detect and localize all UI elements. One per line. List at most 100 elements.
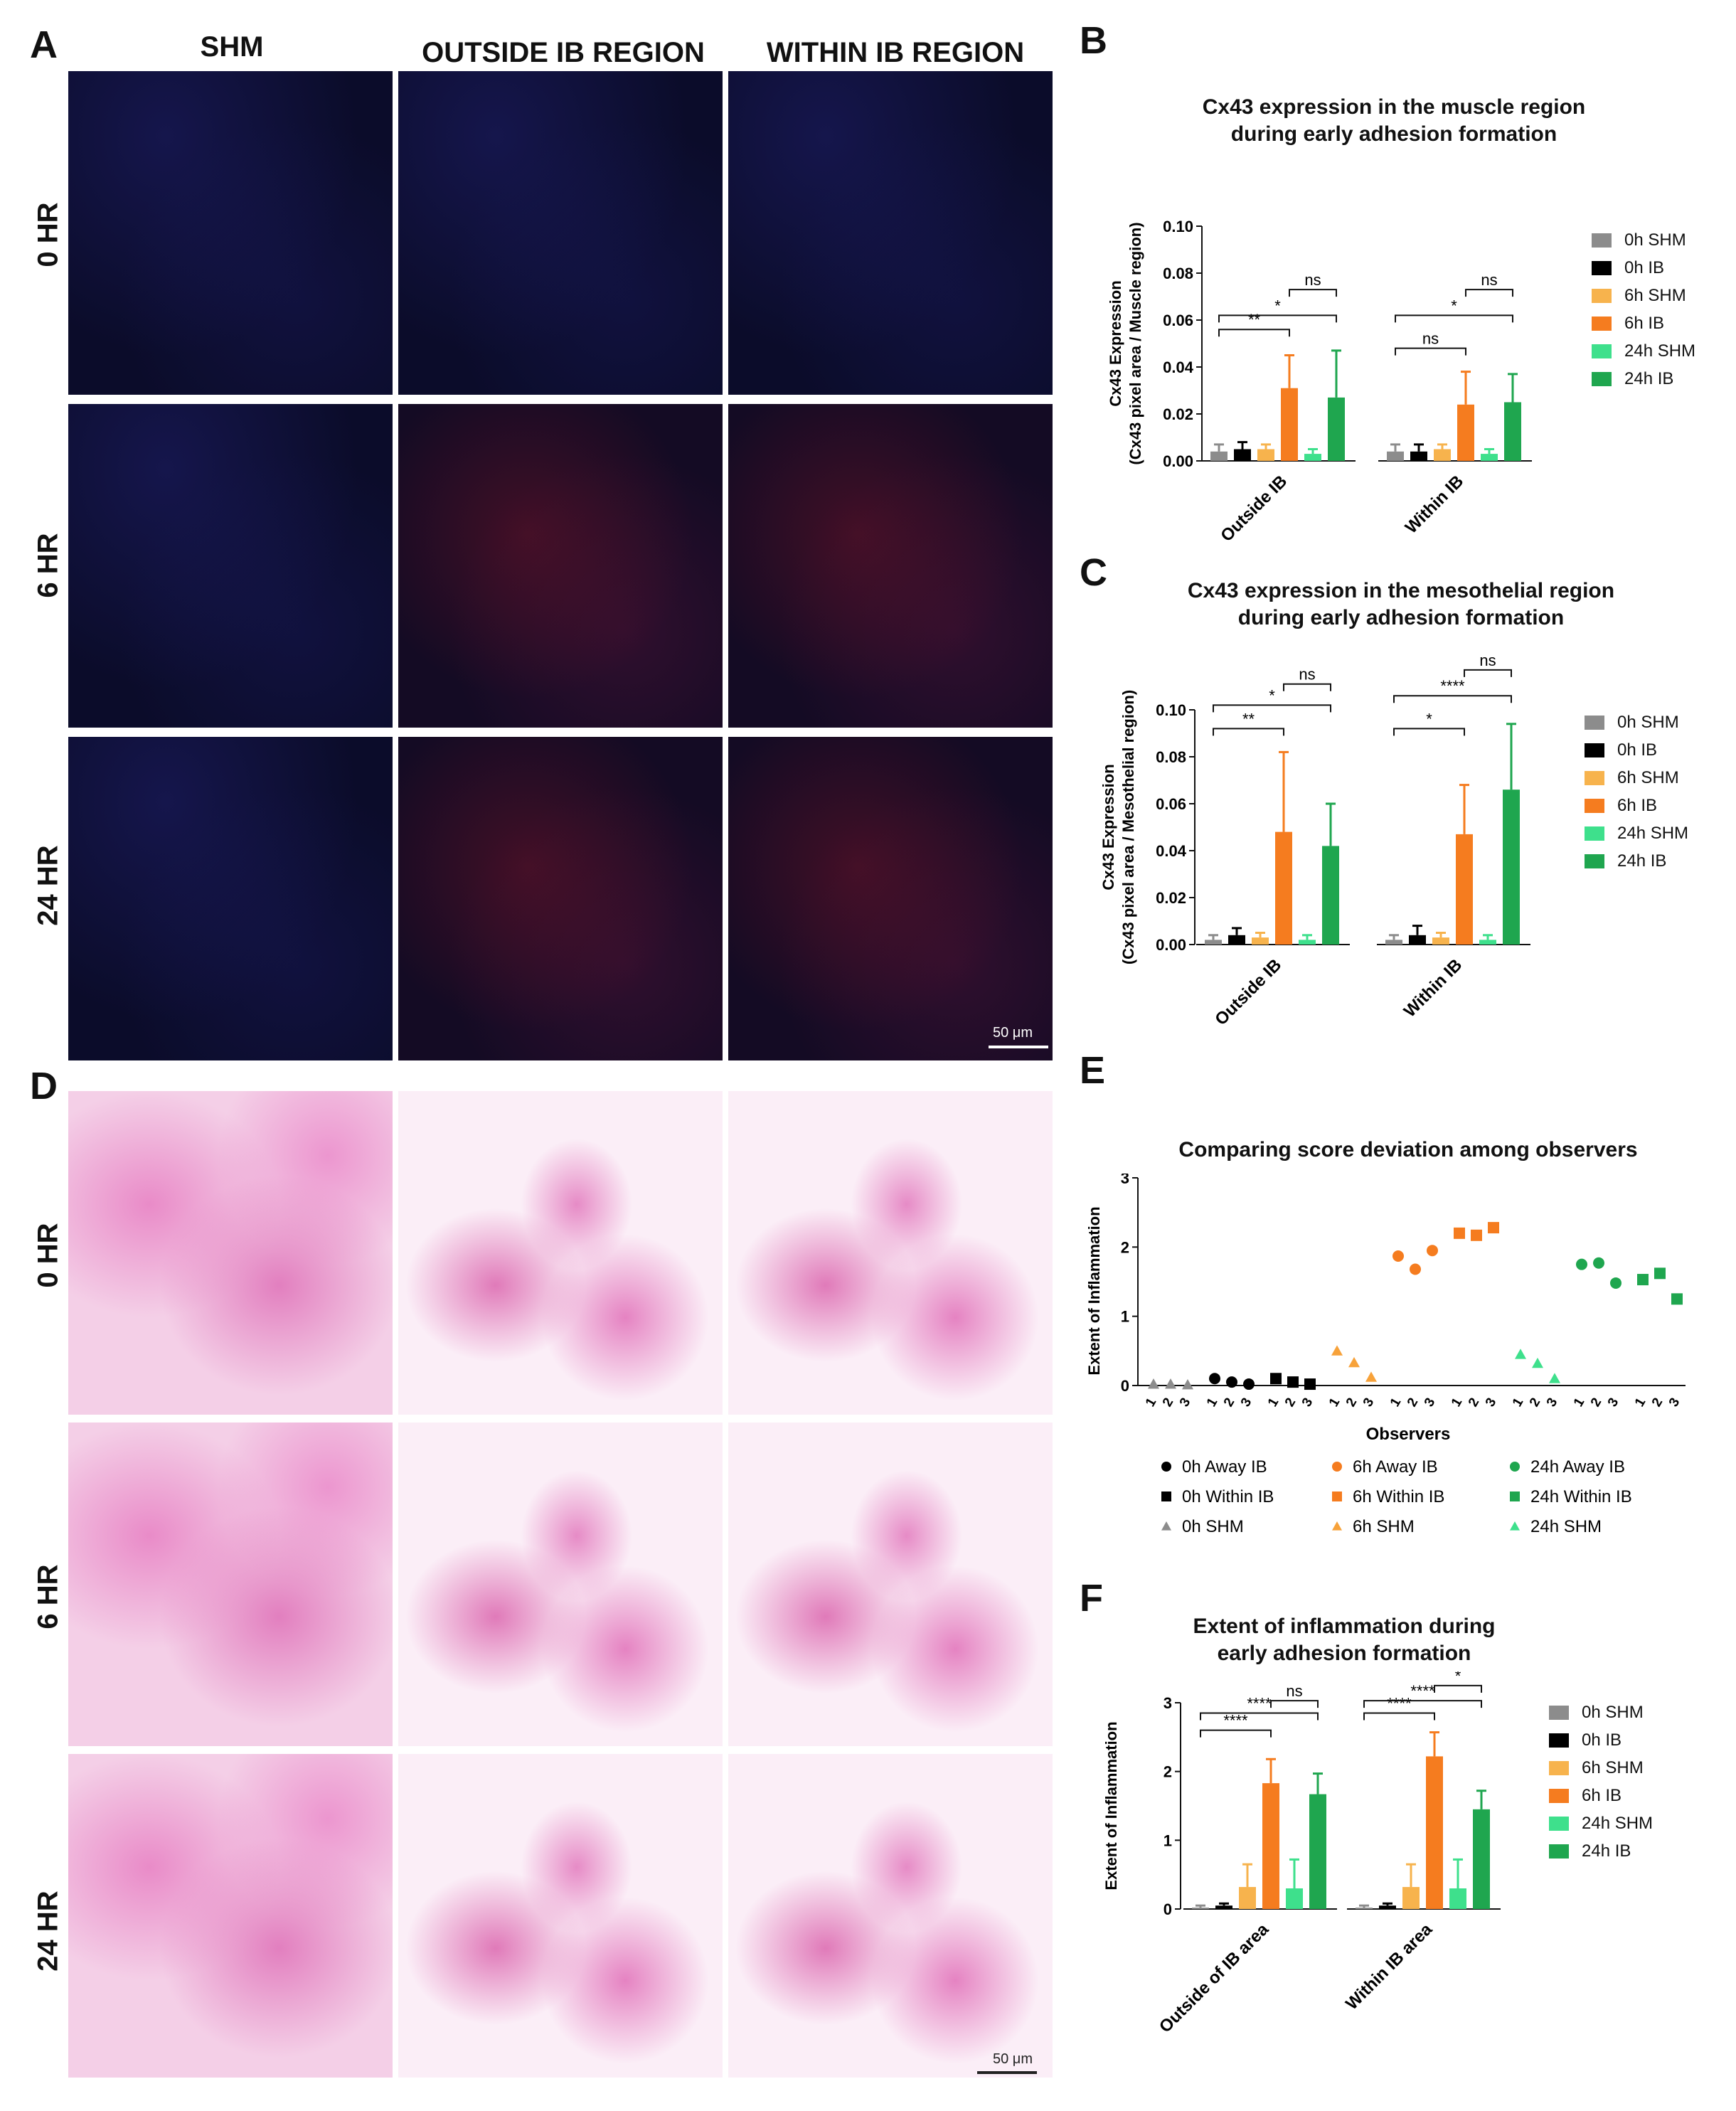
data-point-square — [1270, 1373, 1282, 1385]
chart-b-title-line-1: Cx43 expression in the muscle region — [1202, 95, 1586, 119]
bar — [1239, 1887, 1256, 1909]
legend-label: 6h SHM — [1617, 767, 1679, 787]
data-point-circle — [1610, 1277, 1621, 1289]
bar — [1387, 451, 1404, 461]
significance-bracket — [1289, 289, 1337, 297]
bar — [1426, 1756, 1443, 1909]
significance-bracket — [1363, 1700, 1482, 1708]
legend-item: 24h IB — [1592, 365, 1695, 393]
bar — [1215, 1905, 1232, 1909]
legend-label: 0h SHM — [1182, 1517, 1244, 1536]
legend-item: 6h IB — [1549, 1782, 1653, 1809]
panel-letter-a: A — [30, 23, 58, 66]
y-tick-label: 0.04 — [1156, 842, 1187, 860]
x-tick-label: 2 — [1466, 1395, 1482, 1410]
y-tick-label: 0.08 — [1163, 265, 1193, 282]
y-tick-label: 3 — [1121, 1174, 1129, 1187]
legend-label: 24h Within IB — [1530, 1487, 1632, 1506]
data-point-triangle — [1549, 1373, 1560, 1383]
bar — [1356, 1908, 1373, 1909]
bar — [1504, 402, 1521, 461]
data-point-circle — [1209, 1373, 1220, 1385]
legend-f: 0h SHM 0h IB 6h SHM 6h IB 24h SHM 24h IB — [1549, 1698, 1653, 1865]
x-tick-label: 1 — [1571, 1395, 1588, 1410]
y-tick-label: 0.00 — [1156, 936, 1186, 954]
x-tick-label: 1 — [1449, 1395, 1466, 1410]
legend-label: 6h IB — [1582, 1785, 1622, 1805]
x-tick-label: 1 — [1265, 1395, 1282, 1410]
significance-label: **** — [1247, 1695, 1272, 1713]
data-point-circle — [1392, 1250, 1404, 1262]
data-point-triangle — [1332, 1521, 1342, 1531]
data-point-triangle — [1182, 1379, 1193, 1390]
bar — [1473, 1809, 1490, 1909]
legend-label: 24h SHM — [1530, 1517, 1602, 1536]
x-tick-label: 1 — [1326, 1395, 1343, 1410]
bar — [1328, 397, 1345, 461]
scale-bar-d — [977, 2071, 1037, 2074]
y-tick-label: 3 — [1163, 1694, 1172, 1712]
chart-c-title-line-1: Cx43 expression in the mesothelial regio… — [1187, 579, 1615, 602]
panel-letter-d: D — [30, 1065, 58, 1107]
y-axis-label: (Cx43 pixel area / Muscle region) — [1127, 222, 1144, 464]
data-point-circle — [1410, 1263, 1421, 1275]
fluorescence-image-outside-0hr — [398, 71, 723, 395]
legend-item: 0h SHM — [1592, 226, 1695, 254]
x-tick-label: 3 — [1605, 1395, 1621, 1410]
bar — [1322, 846, 1339, 945]
significance-label: * — [1426, 710, 1432, 728]
bar — [1409, 935, 1426, 945]
significance-label: * — [1269, 686, 1275, 704]
data-point-triangle — [1510, 1521, 1520, 1531]
bar — [1257, 449, 1274, 461]
significance-bracket — [1465, 289, 1513, 297]
legend-item: 6h IB — [1585, 792, 1688, 819]
significance-label: **** — [1440, 677, 1465, 695]
significance-label: **** — [1410, 1682, 1435, 1700]
data-point-circle — [1332, 1462, 1342, 1472]
significance-label: ns — [1304, 271, 1321, 289]
chart-e-title: Comparing score deviation among observer… — [1178, 1138, 1638, 1161]
x-tick-label: 1 — [1510, 1395, 1527, 1410]
data-point-triangle — [1148, 1378, 1159, 1389]
bar — [1379, 1905, 1396, 1909]
he-image-within-24hr — [728, 1754, 1053, 2078]
legend-label: 6h SHM — [1582, 1758, 1644, 1777]
significance-bracket — [1213, 704, 1331, 713]
legend-swatch — [1585, 770, 1604, 785]
significance-label: * — [1455, 1671, 1461, 1685]
chart-c-title: Cx43 expression in the mesothelial regio… — [1109, 578, 1693, 631]
legend-label: 24h SHM — [1617, 823, 1689, 843]
data-point-circle — [1226, 1376, 1237, 1388]
legend-item: 6h SHM — [1549, 1754, 1653, 1782]
bar — [1385, 940, 1402, 945]
chart-f-title: Extent of inflammation during early adhe… — [1095, 1613, 1593, 1666]
legend-label: 6h IB — [1624, 313, 1665, 333]
scale-bar-label-d: 50 μm — [993, 2051, 1033, 2067]
bar — [1481, 454, 1498, 461]
legend-swatch — [1592, 233, 1612, 248]
legend-item: 24h IB — [1585, 847, 1688, 875]
legend-label: 0h IB — [1582, 1730, 1622, 1750]
fluorescence-image-outside-24hr — [398, 737, 723, 1060]
y-tick-label: 1 — [1163, 1831, 1172, 1849]
legend-label: 6h IB — [1617, 795, 1658, 815]
he-image-within-6hr — [728, 1423, 1053, 1746]
data-point-circle — [1161, 1462, 1171, 1472]
data-point-square — [1671, 1293, 1683, 1305]
y-tick-label: 2 — [1121, 1238, 1129, 1256]
data-point-square — [1637, 1274, 1649, 1286]
significance-label: ns — [1479, 652, 1496, 669]
y-tick-label: 0.06 — [1156, 795, 1186, 813]
legend-item: 24h SHM — [1585, 819, 1688, 847]
legend-item: 0h IB — [1585, 736, 1688, 764]
row-header-d-6hr: 6 HR — [32, 1564, 64, 1629]
x-tick-label: Within IB — [1400, 955, 1466, 1021]
x-tick-label: 3 — [1544, 1395, 1560, 1410]
data-point-square — [1304, 1378, 1316, 1391]
he-image-shm-6hr — [68, 1423, 393, 1746]
he-image-outside-6hr — [398, 1423, 723, 1746]
legend-swatch — [1549, 1733, 1569, 1748]
legend-swatch — [1585, 798, 1604, 813]
bar — [1434, 449, 1451, 461]
